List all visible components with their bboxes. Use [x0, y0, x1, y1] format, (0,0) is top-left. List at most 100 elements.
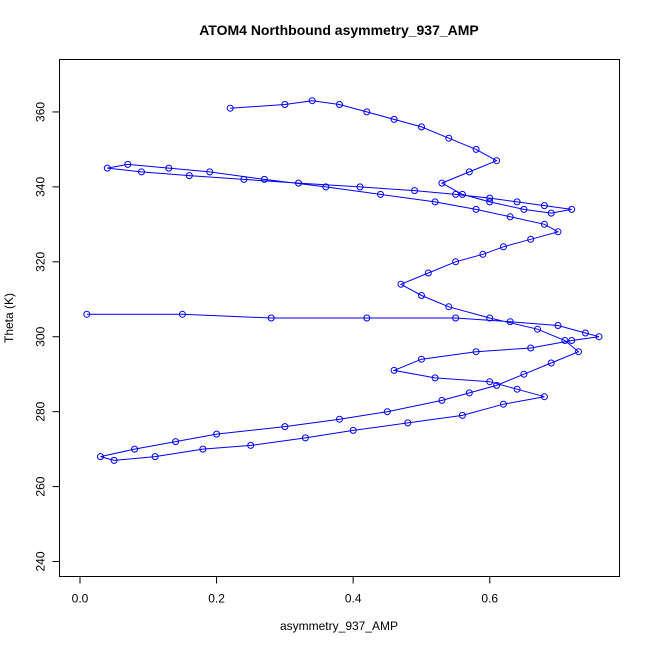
x-tick-label: 0.2: [208, 592, 225, 606]
data-point: [213, 430, 221, 438]
data-point: [527, 235, 535, 243]
data-point: [356, 183, 364, 191]
data-point: [172, 438, 180, 446]
data-point: [458, 190, 466, 198]
data-point: [465, 389, 473, 397]
data-point: [499, 400, 507, 408]
x-tick-label: 0.0: [72, 592, 89, 606]
data-point: [479, 250, 487, 258]
data-point: [281, 101, 289, 108]
y-tick-label: 240: [34, 551, 48, 571]
y-tick-label: 280: [34, 401, 48, 421]
x-axis-label: asymmetry_937_AMP: [280, 619, 398, 633]
data-point: [458, 411, 466, 419]
data-point: [554, 228, 562, 236]
data-layer: [83, 97, 603, 464]
y-tick-label: 320: [34, 251, 48, 271]
data-point: [185, 172, 193, 180]
data-point: [472, 205, 480, 213]
data-point: [199, 445, 207, 453]
data-point: [178, 310, 186, 318]
data-point: [418, 355, 425, 363]
data-point: [493, 157, 501, 165]
data-point: [103, 164, 111, 172]
data-point: [397, 280, 405, 288]
data-point: [595, 333, 603, 341]
data-point: [452, 314, 460, 322]
data-point: [281, 423, 289, 431]
data-point: [138, 168, 145, 176]
data-point: [336, 415, 343, 423]
data-point: [424, 269, 432, 277]
data-point: [499, 243, 507, 251]
data-point: [151, 453, 159, 461]
data-point: [267, 314, 275, 322]
data-point: [240, 175, 248, 183]
data-point: [554, 322, 562, 329]
y-tick-label: 360: [34, 102, 48, 122]
data-point: [520, 370, 528, 378]
data-point: [260, 175, 268, 183]
data-point: [513, 198, 521, 206]
data-point: [486, 198, 494, 206]
data-point: [390, 366, 398, 374]
data-point: [486, 194, 494, 202]
data-point: [438, 179, 446, 187]
data-point: [110, 456, 118, 464]
data-point: [506, 213, 514, 221]
data-point: [506, 318, 514, 326]
data-point: [568, 205, 576, 213]
data-point: [247, 441, 255, 449]
data-point: [472, 145, 480, 153]
y-axis: 240 260 280 300 320 340 360: [34, 102, 60, 572]
data-point: [438, 396, 446, 404]
data-point: [486, 314, 494, 322]
data-point: [568, 337, 576, 344]
data-point: [575, 348, 582, 356]
x-axis: 0.0 0.2 0.4 0.6: [72, 576, 498, 606]
data-point: [534, 325, 541, 333]
data-point: [465, 168, 473, 176]
data-point: [165, 164, 173, 172]
data-point: [472, 348, 480, 356]
data-point: [540, 202, 548, 210]
data-point: [206, 168, 214, 176]
data-point: [295, 179, 302, 187]
data-point: [486, 378, 494, 386]
data-point: [411, 187, 419, 195]
x-tick-label: 0.4: [345, 592, 362, 606]
data-point: [547, 359, 555, 367]
data-point: [124, 160, 132, 168]
data-point: [301, 434, 309, 442]
data-point: [404, 419, 412, 427]
data-point: [547, 209, 555, 217]
data-point: [527, 344, 535, 352]
data-point: [377, 190, 384, 198]
x-tick-label: 0.6: [481, 592, 498, 606]
data-point: [493, 381, 501, 389]
data-point: [131, 445, 139, 453]
data-point: [322, 183, 330, 191]
data-point: [308, 97, 316, 105]
data-point: [363, 108, 371, 116]
series-line: [86, 100, 600, 461]
data-point: [561, 337, 569, 344]
data-point: [431, 198, 439, 206]
data-point: [431, 374, 439, 382]
y-tick-label: 300: [34, 326, 48, 346]
data-point: [513, 385, 521, 393]
data-point: [445, 134, 453, 142]
data-point: [226, 104, 234, 112]
data-point: [581, 329, 589, 337]
data-point: [383, 408, 391, 416]
chart-title: ATOM4 Northbound asymmetry_937_AMP: [199, 22, 479, 38]
data-point: [452, 258, 460, 266]
data-point: [83, 310, 91, 318]
data-point: [540, 393, 548, 401]
y-tick-label: 260: [34, 476, 48, 496]
data-point: [452, 190, 460, 198]
y-tick-label: 340: [34, 177, 48, 197]
y-axis-label: Theta (K): [2, 293, 16, 343]
